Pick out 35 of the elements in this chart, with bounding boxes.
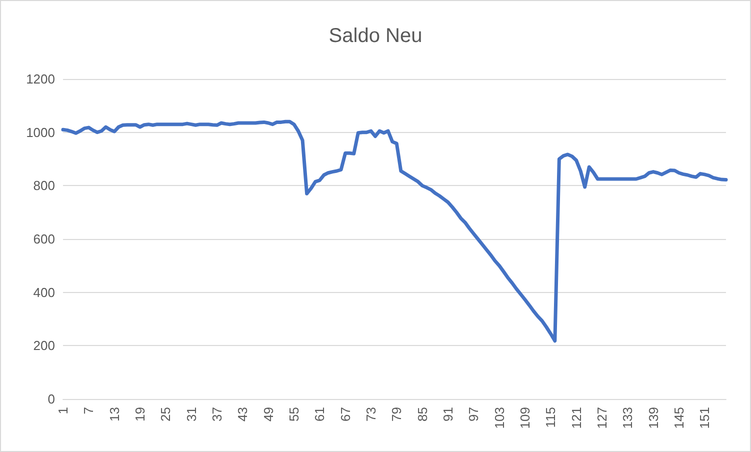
x-tick-label: 139 bbox=[646, 407, 661, 429]
x-tick-label: 1 bbox=[56, 407, 70, 414]
x-tick-label: 109 bbox=[517, 407, 532, 429]
x-tick-label: 55 bbox=[286, 407, 302, 422]
x-tick-label: 91 bbox=[440, 407, 456, 422]
chart-title: Saldo Neu bbox=[328, 25, 422, 47]
x-tick-label: 61 bbox=[312, 407, 328, 422]
x-tick-label: 133 bbox=[620, 407, 636, 429]
x-tick-label: 25 bbox=[158, 407, 174, 422]
x-tick-label: 121 bbox=[568, 407, 584, 429]
y-tick-label: 600 bbox=[33, 232, 55, 246]
x-tick-label: 85 bbox=[414, 407, 430, 422]
x-tick-label: 97 bbox=[466, 407, 482, 422]
y-tick-label: 400 bbox=[33, 284, 55, 300]
x-tick-label: 145 bbox=[671, 407, 686, 429]
x-tick-label: 103 bbox=[492, 407, 507, 429]
x-tick-label: 13 bbox=[106, 407, 122, 422]
x-tick-label: 7 bbox=[81, 407, 96, 414]
y-tick-label: 1000 bbox=[26, 124, 55, 140]
y-tick-label: 200 bbox=[33, 338, 55, 354]
y-tick-label: 0 bbox=[48, 392, 55, 406]
y-tick-label: 1200 bbox=[26, 72, 55, 86]
x-tick-label: 43 bbox=[235, 407, 250, 422]
x-tick-label: 49 bbox=[260, 407, 276, 422]
x-tick-label: 31 bbox=[184, 407, 199, 422]
y-tick-label: 800 bbox=[33, 178, 55, 194]
line-series bbox=[61, 120, 728, 343]
x-tick-label: 127 bbox=[594, 407, 610, 429]
x-tick-label: 151 bbox=[697, 407, 712, 429]
x-tick-label: 115 bbox=[543, 407, 558, 428]
x-tick-label: 19 bbox=[132, 407, 148, 422]
x-tick-label: 79 bbox=[389, 407, 404, 422]
x-tick-label: 67 bbox=[338, 407, 353, 422]
x-tick-label: 37 bbox=[209, 407, 224, 422]
x-tick-label: 73 bbox=[363, 407, 378, 422]
